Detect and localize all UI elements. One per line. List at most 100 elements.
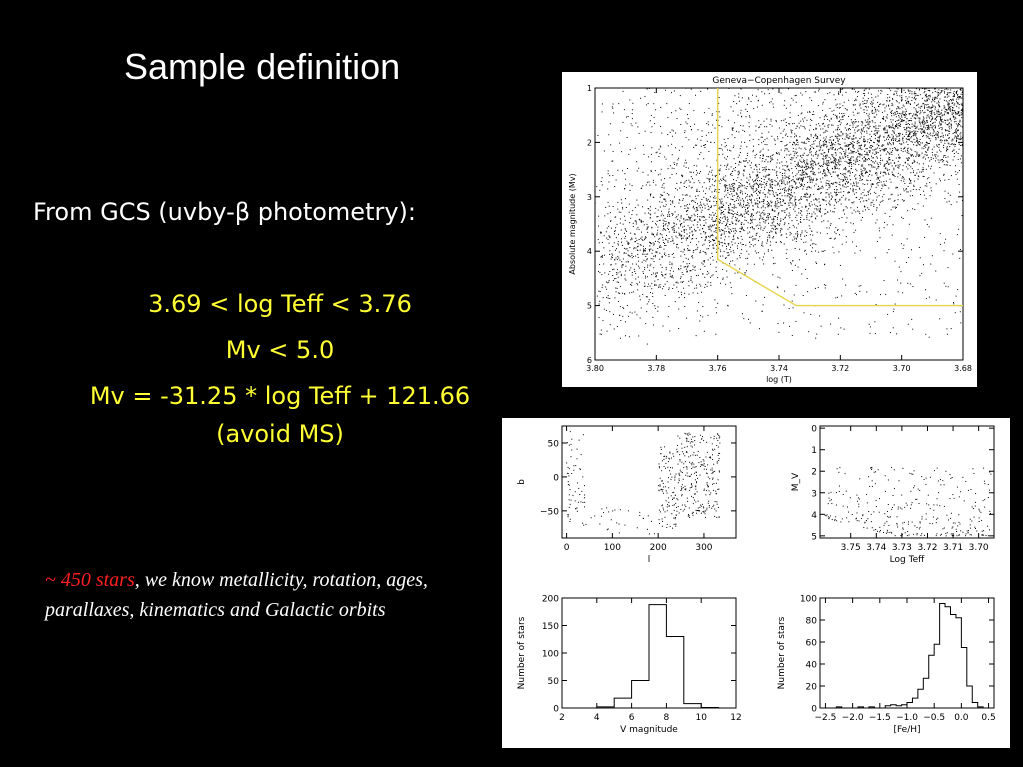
hr-point <box>730 172 732 174</box>
hr-point <box>759 217 761 219</box>
hr-point <box>790 131 792 133</box>
hr-point <box>948 122 950 124</box>
hr-point <box>852 111 854 113</box>
hr-point <box>893 143 895 145</box>
hr-point <box>886 125 888 127</box>
hr-point <box>616 287 618 289</box>
hr-point <box>796 173 798 175</box>
hr-title: Geneva−Copenhagen Survey <box>712 76 846 86</box>
hr-point <box>795 199 797 201</box>
hr-point <box>645 184 647 186</box>
hr-point <box>889 127 891 129</box>
hr-point <box>678 199 680 201</box>
hr-point <box>709 224 711 226</box>
hr-point <box>916 172 918 174</box>
hr-point <box>863 156 865 158</box>
hr-point <box>926 104 928 106</box>
hr-point <box>810 194 812 196</box>
hr-point <box>840 146 842 148</box>
hr-point <box>720 212 722 214</box>
hr-point <box>780 132 782 134</box>
hr-point <box>693 266 695 268</box>
hr-point <box>785 216 787 218</box>
hr-point <box>857 182 859 184</box>
hr-point <box>656 232 658 234</box>
hr-point <box>937 132 939 134</box>
hr-point <box>906 130 908 132</box>
hr-point <box>759 180 761 182</box>
hr-point <box>891 112 893 114</box>
hr-point <box>828 162 830 164</box>
hr-point <box>896 333 898 335</box>
hr-point <box>943 113 945 115</box>
hr-point <box>896 92 898 94</box>
hr-point <box>792 187 794 189</box>
hr-point <box>788 190 790 192</box>
hr-point <box>846 161 848 163</box>
hr-point <box>846 178 848 180</box>
hr-point <box>702 306 704 308</box>
hr-point <box>752 171 754 173</box>
hr-point <box>907 126 909 128</box>
hr-point <box>649 242 651 244</box>
hr-point <box>896 123 898 125</box>
hr-point <box>895 126 897 128</box>
hr-point <box>751 227 753 229</box>
hr-point <box>908 157 910 159</box>
hr-point <box>790 263 792 265</box>
hr-point <box>916 140 918 142</box>
hr-point <box>857 150 859 152</box>
hr-point <box>661 210 663 212</box>
hr-point <box>822 199 824 201</box>
hr-point <box>654 236 656 238</box>
hr-point <box>755 225 757 227</box>
hr-point <box>796 187 798 189</box>
hr-point <box>773 106 775 108</box>
hr-point <box>860 193 862 195</box>
hr-point <box>935 270 937 272</box>
hr-point <box>598 225 600 227</box>
hr-point <box>797 155 799 157</box>
hr-point <box>939 136 941 138</box>
hr-point <box>771 231 773 233</box>
hr-point <box>706 273 708 275</box>
hr-point <box>640 221 642 223</box>
hr-point <box>851 163 853 165</box>
hr-point <box>801 177 803 179</box>
hr-point <box>801 112 803 114</box>
hr-point <box>814 163 816 165</box>
hr-point <box>917 111 919 113</box>
hr-point <box>781 141 783 143</box>
hr-point <box>827 93 829 95</box>
hr-point <box>878 90 880 92</box>
hr-point <box>866 148 868 150</box>
hr-point <box>874 134 876 136</box>
hr-point <box>797 164 799 166</box>
hr-point <box>598 303 600 305</box>
hr-point <box>623 252 625 254</box>
hr-point <box>784 156 786 158</box>
hr-point <box>860 197 862 199</box>
hr-point <box>711 191 713 193</box>
hr-point <box>874 130 876 132</box>
hr-point <box>744 165 746 167</box>
hr-point <box>615 278 617 280</box>
hr-point <box>714 181 716 183</box>
hr-point <box>679 224 681 226</box>
hr-point <box>819 139 821 141</box>
hr-point <box>662 239 664 241</box>
hr-point <box>662 229 664 231</box>
hr-point <box>866 171 868 173</box>
hr-point <box>953 104 955 106</box>
hr-point <box>792 204 794 206</box>
hr-point <box>672 130 674 132</box>
hr-point <box>886 132 888 134</box>
hr-point <box>855 161 857 163</box>
hr-point <box>654 254 656 256</box>
hr-point <box>667 145 669 147</box>
hr-point <box>818 162 820 164</box>
hr-point <box>723 205 725 207</box>
hr-point <box>664 198 666 200</box>
hr-point <box>769 237 771 239</box>
hr-point <box>697 172 699 174</box>
